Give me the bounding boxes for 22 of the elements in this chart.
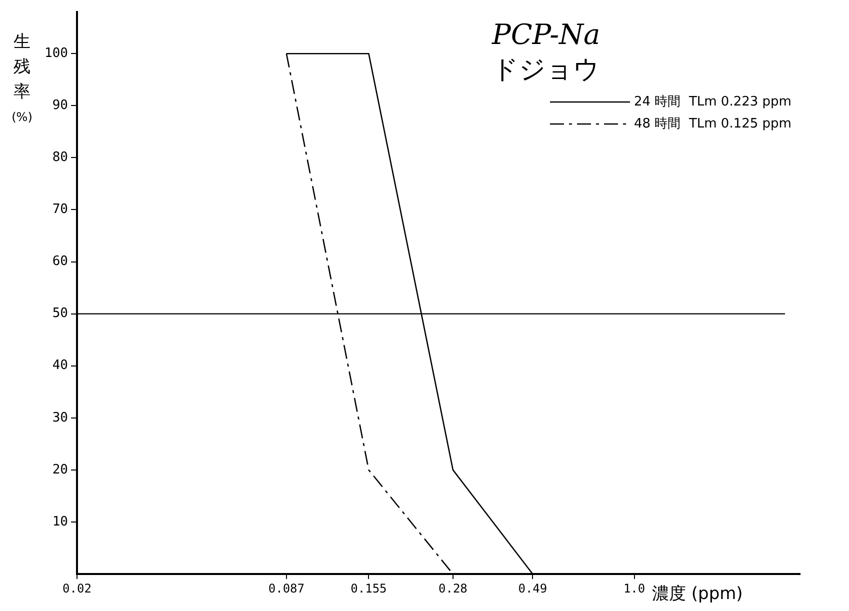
text: 48 時間 TLm 0.125 ppm <box>634 116 792 132</box>
y-tick-label: 30 <box>52 410 68 426</box>
x-tick-label: 0.28 <box>438 581 468 596</box>
y-tick-label: 20 <box>52 462 68 478</box>
x-tick-label: 0.49 <box>518 581 548 596</box>
y-tick-label: 50 <box>52 306 68 322</box>
y-tick-label: 90 <box>52 98 68 114</box>
chart-title: PCP-Na <box>492 18 600 51</box>
x-tick-label: 1.0 <box>623 581 646 596</box>
text: 24 時間 TLm 0.223 ppm <box>634 94 792 110</box>
y-tick-label: 10 <box>52 514 68 530</box>
x-tick-label: 0.087 <box>268 581 304 596</box>
text: ドジョウ <box>492 54 600 87</box>
y-axis-title: 生残率 (%) <box>10 31 34 126</box>
x-axis-title: 濃度 (ppm) <box>652 583 743 605</box>
y-tick-label: 60 <box>52 254 68 270</box>
y-tick-label: 80 <box>52 150 68 166</box>
x-tick-label: 0.155 <box>350 581 387 596</box>
y-tick-label: 100 <box>44 46 68 62</box>
y-tick-label: 70 <box>52 202 68 218</box>
x-tick-label: 0.02 <box>62 581 92 596</box>
y-tick-label: 40 <box>52 358 68 374</box>
